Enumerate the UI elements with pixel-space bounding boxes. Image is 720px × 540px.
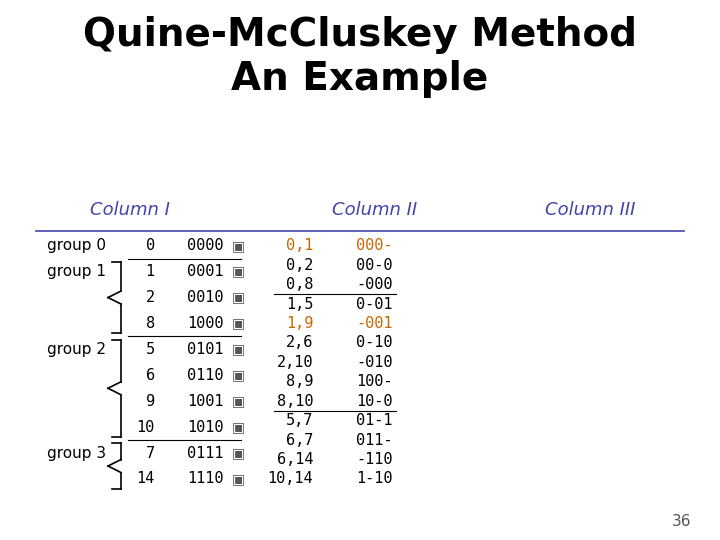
Text: group 1: group 1 [47,264,106,279]
Text: 00-0: 00-0 [356,258,393,273]
Text: 0-10: 0-10 [356,335,393,350]
Text: 100-: 100- [356,374,393,389]
Text: 10,14: 10,14 [268,471,313,487]
Text: 1000: 1000 [187,316,224,331]
Text: 0,2: 0,2 [286,258,313,273]
Text: 8: 8 [145,316,155,331]
Text: 6: 6 [145,368,155,383]
Text: 0110: 0110 [187,368,224,383]
Text: 0: 0 [145,238,155,253]
Text: 0101: 0101 [187,342,224,357]
Text: 9: 9 [145,394,155,409]
Text: ▣: ▣ [232,239,245,253]
Text: 0-01: 0-01 [356,296,393,312]
Text: 14: 14 [137,471,155,487]
Text: 1001: 1001 [187,394,224,409]
Text: 1-10: 1-10 [356,471,393,487]
Text: ▣: ▣ [232,342,245,356]
Text: 7: 7 [145,446,155,461]
Text: 6,14: 6,14 [276,452,313,467]
Text: group 0: group 0 [47,238,106,253]
Text: Column I: Column I [90,201,169,219]
Text: 10: 10 [137,420,155,435]
Text: -001: -001 [356,316,393,331]
Text: 10-0: 10-0 [356,394,393,409]
Text: 1110: 1110 [187,471,224,487]
Text: 0001: 0001 [187,264,224,279]
Text: 1,5: 1,5 [286,296,313,312]
Text: 2,6: 2,6 [286,335,313,350]
Text: 0111: 0111 [187,446,224,461]
Text: ▣: ▣ [232,446,245,460]
Text: 000-: 000- [356,238,393,253]
Text: 1: 1 [145,264,155,279]
Text: 0,8: 0,8 [286,277,313,292]
Text: 1010: 1010 [187,420,224,435]
Text: 011-: 011- [356,433,393,448]
Text: 2,10: 2,10 [276,355,313,370]
Text: ▣: ▣ [232,316,245,330]
Text: 8,9: 8,9 [286,374,313,389]
Text: group 3: group 3 [47,446,106,461]
Text: 8,10: 8,10 [276,394,313,409]
Text: ▣: ▣ [232,265,245,279]
Text: 6,7: 6,7 [286,433,313,448]
Text: ▣: ▣ [232,420,245,434]
Text: 5,7: 5,7 [286,413,313,428]
Text: -000: -000 [356,277,393,292]
Text: 2: 2 [145,290,155,305]
Text: ▣: ▣ [232,291,245,305]
Text: 01-1: 01-1 [356,413,393,428]
Text: group 2: group 2 [47,342,106,357]
Text: Column II: Column II [332,201,417,219]
Text: 1,9: 1,9 [286,316,313,331]
Text: 0010: 0010 [187,290,224,305]
Text: 0000: 0000 [187,238,224,253]
Text: 5: 5 [145,342,155,357]
Text: -010: -010 [356,355,393,370]
Text: ▣: ▣ [232,368,245,382]
Text: ▣: ▣ [232,472,245,486]
Text: Quine-McCluskey Method
An Example: Quine-McCluskey Method An Example [83,16,637,98]
Text: 0,1: 0,1 [286,238,313,253]
Text: ▣: ▣ [232,394,245,408]
Text: 36: 36 [672,514,691,529]
Text: -110: -110 [356,452,393,467]
Text: Column III: Column III [545,201,636,219]
